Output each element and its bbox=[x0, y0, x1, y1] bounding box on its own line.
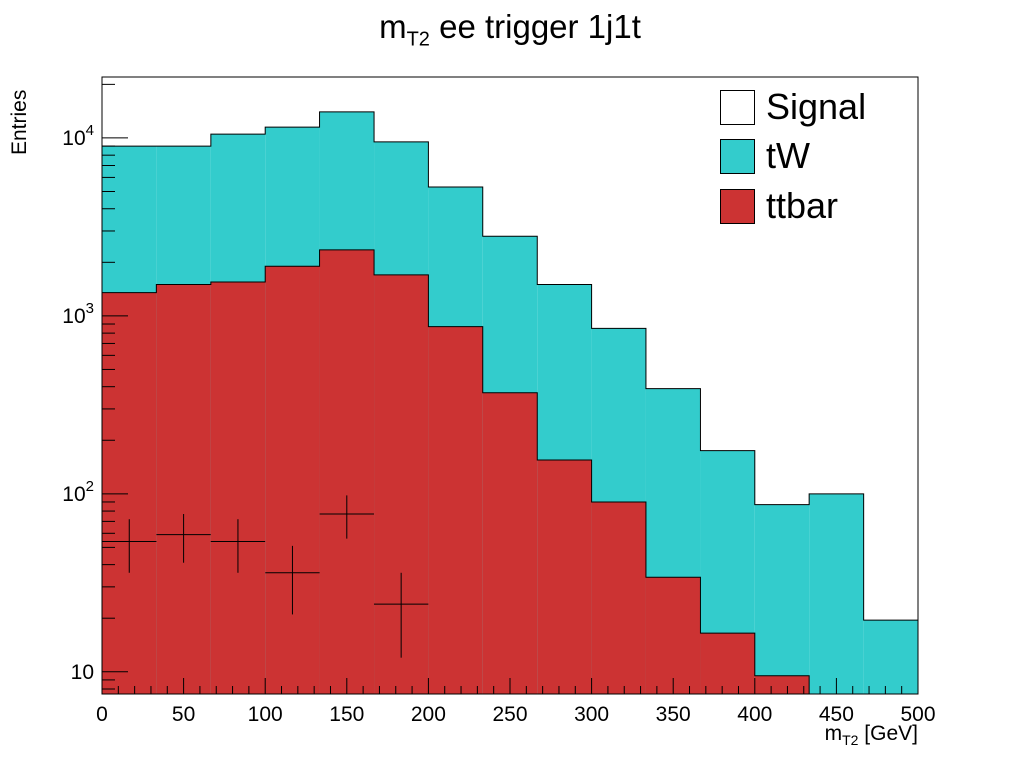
x-tick-label: 350 bbox=[656, 703, 691, 726]
chart-title: mT2 ee trigger 1j1t bbox=[379, 8, 641, 51]
ttbar-bar bbox=[319, 249, 375, 694]
ttbar-bar bbox=[645, 577, 701, 694]
x-tick-label: 300 bbox=[574, 703, 609, 726]
y-tick-label: 10 bbox=[71, 661, 94, 684]
ttbar-bar bbox=[482, 392, 538, 694]
x-tick-label: 100 bbox=[248, 703, 283, 726]
x-tick-label: 250 bbox=[492, 703, 527, 726]
legend-label-tw: tW bbox=[766, 135, 810, 176]
ttbar-bar bbox=[537, 459, 592, 694]
y-tick-label: 102 bbox=[62, 478, 94, 506]
legend-label-signal: Signal bbox=[766, 86, 867, 127]
x-axis-label: mT2 [GeV] bbox=[824, 722, 918, 749]
ttbar-bar bbox=[156, 284, 211, 694]
legend-label-ttbar: ttbar bbox=[766, 185, 839, 226]
ttbar-bar bbox=[210, 282, 266, 694]
tw-bar bbox=[863, 620, 918, 694]
x-tick-label: 150 bbox=[329, 703, 364, 726]
ttbar-bar bbox=[754, 675, 810, 694]
y-tick-label: 104 bbox=[62, 122, 94, 150]
x-tick-label: 200 bbox=[411, 703, 446, 726]
tw-bar bbox=[754, 504, 810, 694]
x-tick-label: 500 bbox=[900, 703, 935, 726]
y-tick-label: 103 bbox=[62, 300, 94, 328]
x-tick-label: 450 bbox=[819, 703, 854, 726]
x-tick-label: 400 bbox=[737, 703, 772, 726]
tw-bar bbox=[809, 493, 864, 694]
ttbar-outline bbox=[102, 249, 918, 695]
ttbar-bar bbox=[700, 633, 755, 694]
ttbar-bar bbox=[591, 501, 646, 694]
ttbar-bar bbox=[428, 326, 483, 694]
legend-swatch-signal bbox=[720, 90, 755, 125]
legend-item-signal: Signal bbox=[720, 87, 920, 127]
legend-swatch-ttbar bbox=[720, 189, 755, 224]
legend-item-ttbar: ttbar bbox=[720, 186, 920, 226]
x-tick-label: 0 bbox=[96, 703, 108, 726]
x-tick-label: 50 bbox=[172, 703, 195, 726]
legend-item-tw: tW bbox=[720, 136, 920, 176]
ttbar-bar bbox=[265, 266, 320, 694]
tw-outline bbox=[102, 111, 919, 694]
legend-swatch-tw bbox=[720, 139, 755, 174]
